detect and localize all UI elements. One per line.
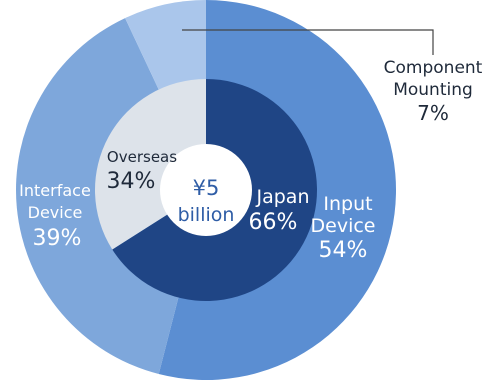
label-input-device-value: 54% — [319, 238, 368, 263]
label-japan-value: 66% — [249, 210, 298, 235]
label-overseas-name: Overseas — [107, 148, 177, 166]
center-total-line1: ¥5 — [193, 176, 220, 200]
center-total-line2: billion — [178, 204, 235, 226]
label-overseas-value: 34% — [107, 169, 156, 194]
component-leader-line — [182, 29, 434, 55]
label-japan-name: Japan — [256, 186, 310, 208]
label-interface-device-name-2: Device — [28, 203, 83, 222]
label-input-device-name-1: Input — [323, 193, 372, 215]
label-component-mounting-value: 7% — [417, 101, 449, 125]
label-interface-device-name-1: Interface — [19, 181, 91, 200]
center-circle — [160, 144, 252, 236]
label-interface-device-value: 39% — [33, 226, 82, 251]
label-input-device-name-2: Device — [311, 215, 376, 237]
label-component-mounting-name-2: Mounting — [393, 80, 473, 100]
label-component-mounting-name-1: Component — [384, 58, 483, 78]
